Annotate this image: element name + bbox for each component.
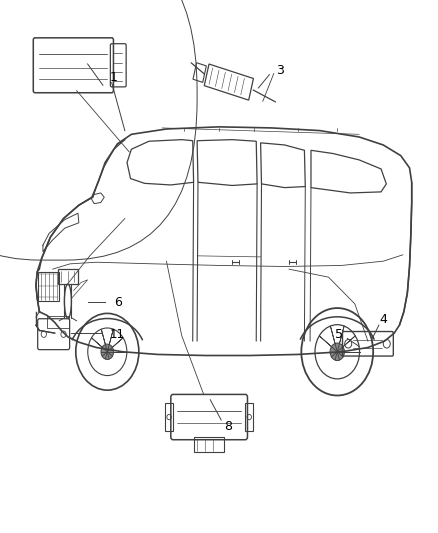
Text: 5: 5 (336, 328, 343, 341)
Bar (47, 316, 69, 328)
Circle shape (101, 344, 113, 359)
Text: 6: 6 (114, 296, 122, 309)
Text: 3: 3 (276, 64, 284, 77)
Text: 11: 11 (110, 328, 124, 341)
Circle shape (330, 343, 344, 360)
Text: 1: 1 (110, 71, 118, 84)
Bar (245, 403, 253, 431)
Text: 8: 8 (224, 420, 232, 433)
Bar (38, 272, 59, 301)
Bar (165, 403, 173, 431)
Bar (194, 437, 224, 452)
Text: 4: 4 (379, 313, 387, 326)
